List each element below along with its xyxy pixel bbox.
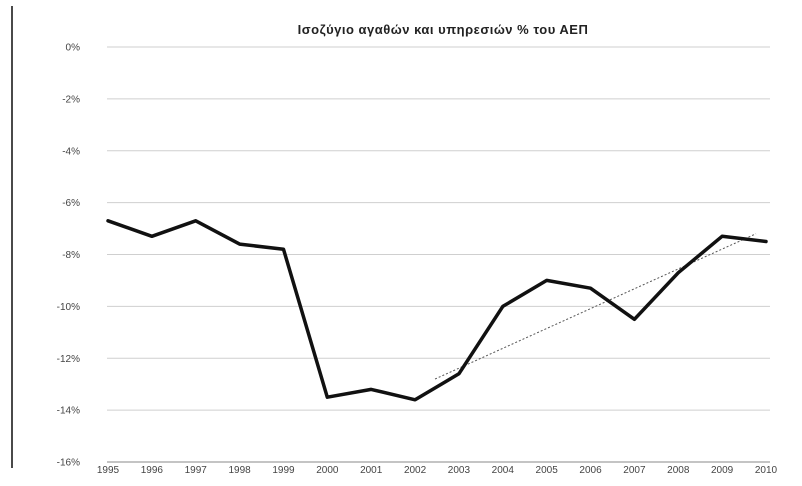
- x-tick-label: 2006: [579, 465, 602, 476]
- y-tick-label: -2%: [62, 94, 80, 105]
- chart-title: Ισοζύγιο αγαθών και υπηρεσιών % του ΑΕΠ: [298, 22, 589, 37]
- gridlines: [107, 46, 770, 463]
- data-point: [150, 235, 154, 238]
- x-tick-label: 1997: [185, 465, 208, 476]
- series-line: [106, 219, 768, 402]
- data-point: [764, 240, 768, 243]
- data-point: [106, 219, 110, 222]
- trendline: [434, 233, 757, 380]
- data-point: [238, 242, 241, 246]
- data-point: [370, 388, 373, 391]
- data-point: [194, 219, 197, 222]
- y-tick-label: 0%: [66, 43, 81, 54]
- data-point: [677, 271, 680, 274]
- data-point: [720, 235, 724, 238]
- x-tick-label: 1998: [228, 465, 251, 476]
- y-tick-label: -4%: [62, 146, 80, 157]
- y-tick-label: -12%: [57, 354, 80, 365]
- x-tick-label: 2010: [755, 465, 778, 476]
- x-tick-label: 1995: [97, 465, 120, 476]
- data-point: [545, 279, 548, 282]
- data-point: [589, 287, 592, 290]
- data-point: [282, 248, 285, 251]
- x-axis-ticks: 1995 1996 1997 1998 1999 2000 2001 2002 2003 2004…: [97, 465, 778, 476]
- y-tick-label: -10%: [57, 302, 80, 313]
- x-tick-label: 2002: [404, 465, 427, 476]
- x-tick-label: 2001: [360, 465, 383, 476]
- x-tick-label: 2008: [667, 465, 690, 476]
- data-point: [501, 305, 504, 308]
- x-tick-label: 1996: [141, 465, 164, 476]
- series-layer: [106, 219, 768, 402]
- data-point: [326, 395, 329, 399]
- y-tick-label: -8%: [62, 250, 80, 261]
- x-tick-label: 2007: [623, 465, 646, 476]
- x-tick-label: 2005: [536, 465, 559, 476]
- data-point: [633, 318, 636, 321]
- x-tick-label: 2003: [448, 465, 471, 476]
- data-point: [457, 372, 461, 376]
- y-tick-label: -14%: [57, 406, 80, 417]
- x-tick-label: 1999: [272, 465, 295, 476]
- y-axis-ticks: 0% -2% -4% -6% -8% -10% -12% -14% -16%: [57, 43, 80, 469]
- data-point: [413, 398, 417, 401]
- x-tick-label: 2004: [492, 465, 515, 476]
- x-tick-label: 2000: [316, 465, 339, 476]
- y-tick-label: -16%: [57, 458, 80, 469]
- x-tick-label: 2009: [711, 465, 734, 476]
- trendline-layer: [434, 233, 757, 380]
- y-tick-label: -6%: [62, 198, 80, 209]
- left-border-rule: [11, 6, 13, 468]
